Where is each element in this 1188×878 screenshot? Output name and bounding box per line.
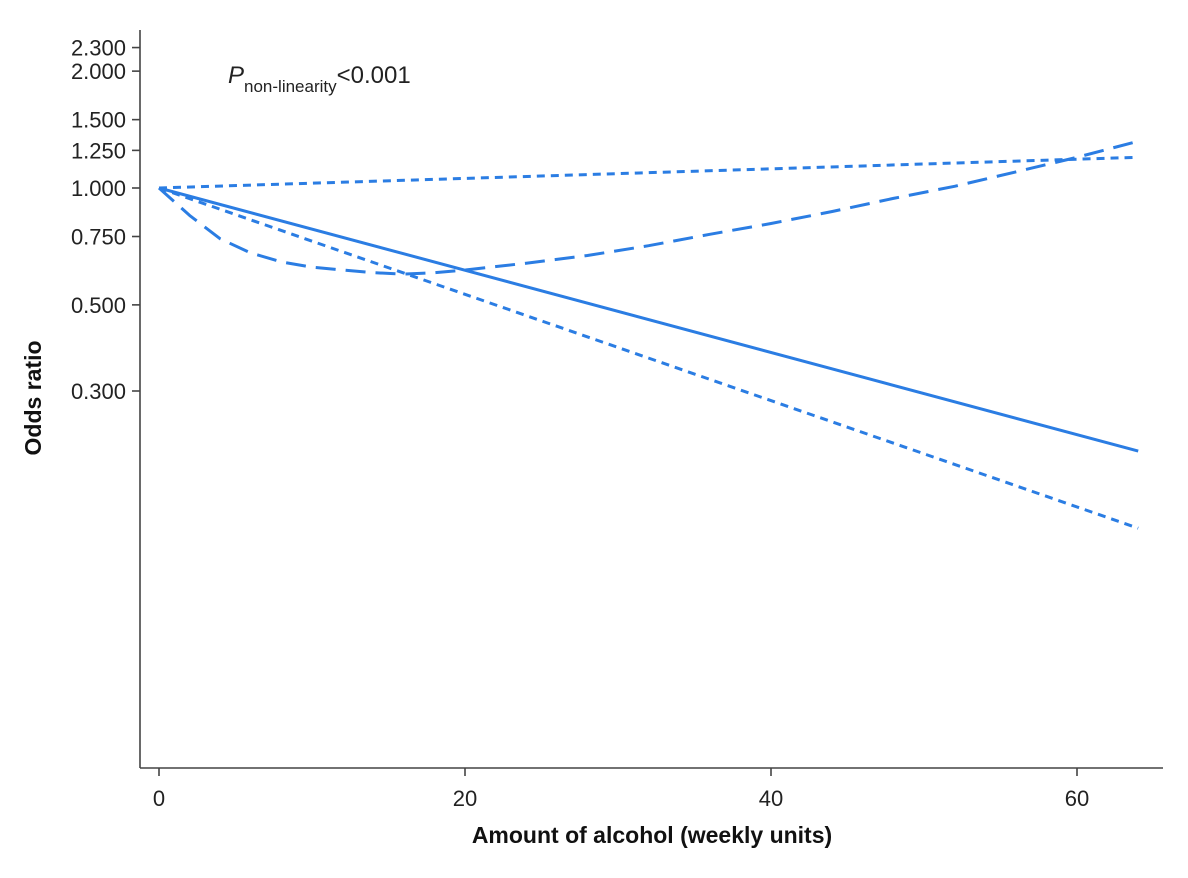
series-line-dashed-short-lower — [158, 186, 1139, 530]
x-ticks: 0 20 40 60 — [153, 768, 1089, 811]
x-tick-label: 60 — [1065, 786, 1089, 811]
y-tick-label: 2.300 — [71, 36, 126, 61]
y-tick-label: 1.250 — [71, 138, 126, 163]
x-tick-label: 20 — [453, 786, 477, 811]
series-line-dashed-short-upper — [158, 155, 1139, 190]
x-axis-title: Amount of alcohol (weekly units) — [472, 822, 832, 848]
series-line-solid — [158, 186, 1139, 453]
x-tick-label: 40 — [759, 786, 783, 811]
series-line-dashed-long — [157, 139, 1139, 276]
y-tick-label: 1.500 — [71, 108, 126, 133]
p-value-annotation: Pnon-linearity<0.001 — [228, 62, 411, 96]
y-axis-title: Odds ratio — [20, 340, 46, 455]
y-tick-label: 1.000 — [71, 176, 126, 201]
p-value: <0.001 — [337, 62, 411, 89]
p-subscript: non-linearity — [244, 77, 337, 96]
plot-series-group — [157, 139, 1139, 530]
y-tick-label: 2.000 — [71, 59, 126, 84]
y-tick-label: 0.750 — [71, 225, 126, 250]
p-symbol: P — [228, 62, 244, 89]
x-tick-label: 0 — [153, 786, 165, 811]
y-tick-label: 0.300 — [71, 379, 126, 404]
y-tick-label: 0.500 — [71, 293, 126, 318]
axes — [139, 30, 1163, 769]
